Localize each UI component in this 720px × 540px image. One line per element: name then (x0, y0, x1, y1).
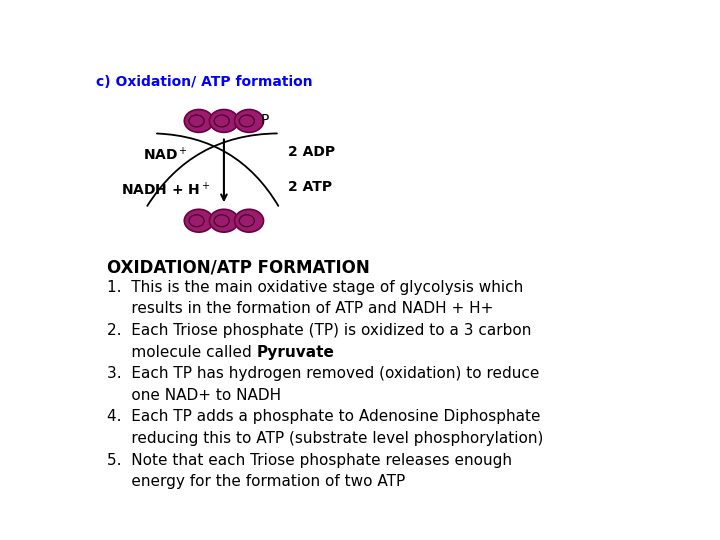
Text: Pyruvate: Pyruvate (256, 345, 334, 360)
Text: P: P (260, 113, 269, 127)
Text: energy for the formation of two ATP: energy for the formation of two ATP (107, 474, 405, 489)
Text: 2 ATP: 2 ATP (288, 180, 332, 194)
Ellipse shape (235, 110, 264, 132)
Text: one NAD+ to NADH: one NAD+ to NADH (107, 388, 281, 403)
Text: 5.  Note that each Triose phosphate releases enough: 5. Note that each Triose phosphate relea… (107, 453, 512, 468)
Text: 2 ADP: 2 ADP (288, 145, 336, 159)
Ellipse shape (235, 210, 264, 232)
Text: NAD$^+$: NAD$^+$ (143, 146, 188, 163)
FancyArrowPatch shape (148, 133, 277, 206)
Text: molecule called: molecule called (107, 345, 256, 360)
Text: 4.  Each TP adds a phosphate to Adenosine Diphosphate: 4. Each TP adds a phosphate to Adenosine… (107, 409, 540, 424)
Text: c) Oxidation/ ATP formation: c) Oxidation/ ATP formation (96, 75, 312, 89)
Text: 3.  Each TP has hydrogen removed (oxidation) to reduce: 3. Each TP has hydrogen removed (oxidati… (107, 366, 539, 381)
Text: 1.  This is the main oxidative stage of glycolysis which: 1. This is the main oxidative stage of g… (107, 280, 523, 295)
Text: results in the formation of ATP and NADH + H+: results in the formation of ATP and NADH… (107, 301, 493, 316)
Text: OXIDATION/ATP FORMATION: OXIDATION/ATP FORMATION (107, 258, 369, 276)
Text: reducing this to ATP (substrate level phosphorylation): reducing this to ATP (substrate level ph… (107, 431, 543, 446)
Text: 2.  Each Triose phosphate (TP) is oxidized to a 3 carbon: 2. Each Triose phosphate (TP) is oxidize… (107, 323, 531, 338)
Ellipse shape (210, 110, 238, 132)
Ellipse shape (210, 210, 238, 232)
Text: NADH + H$^+$: NADH + H$^+$ (121, 181, 210, 198)
FancyArrowPatch shape (157, 133, 279, 206)
Ellipse shape (184, 210, 213, 232)
Ellipse shape (184, 110, 213, 132)
